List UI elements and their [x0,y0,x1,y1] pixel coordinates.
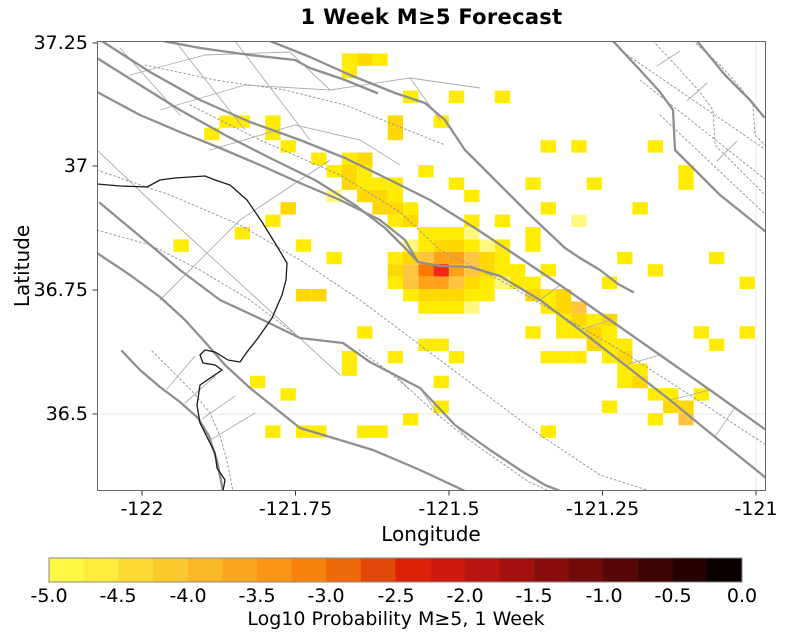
colorbar-label: Log10 Probability M≥5, 1 Week [247,608,545,630]
y-tick-label: 36.75 [33,279,88,301]
x-tick-label: -122 [120,498,164,520]
x-tick-label: -121.25 [565,498,640,520]
colorbar-tick-label: -3.5 [238,585,276,607]
x-axis-label: Longitude [381,522,481,546]
colorbar-tick-label: -2.0 [446,585,484,607]
colorbar-tick-label: -2.5 [377,585,415,607]
colorbar-tick-label: -5.0 [30,585,68,607]
colorbar-tick-label: -4.5 [99,585,137,607]
colorbar-tick-label: -1.5 [515,585,553,607]
x-tick-label: -121.75 [258,498,333,520]
colorbar-tick-label: -3.0 [307,585,345,607]
map-canvas [97,41,766,491]
y-tick-label: 37.25 [33,32,88,54]
colorbar-tick-label: -1.0 [585,585,623,607]
colorbar-tick-label: 0.0 [726,585,758,607]
chart-title: 1 Week M≥5 Forecast [300,5,563,29]
y-tick-label: 36.5 [45,403,88,425]
x-tick-label: -121.5 [418,498,480,520]
colorbar-tick-label: -0.5 [654,585,692,607]
x-tick-label: -121 [734,498,778,520]
plot-frame [92,41,766,496]
colorbar-tick-label: -4.0 [169,585,207,607]
y-tick-label: 37 [63,155,88,177]
colorbar [48,557,743,583]
